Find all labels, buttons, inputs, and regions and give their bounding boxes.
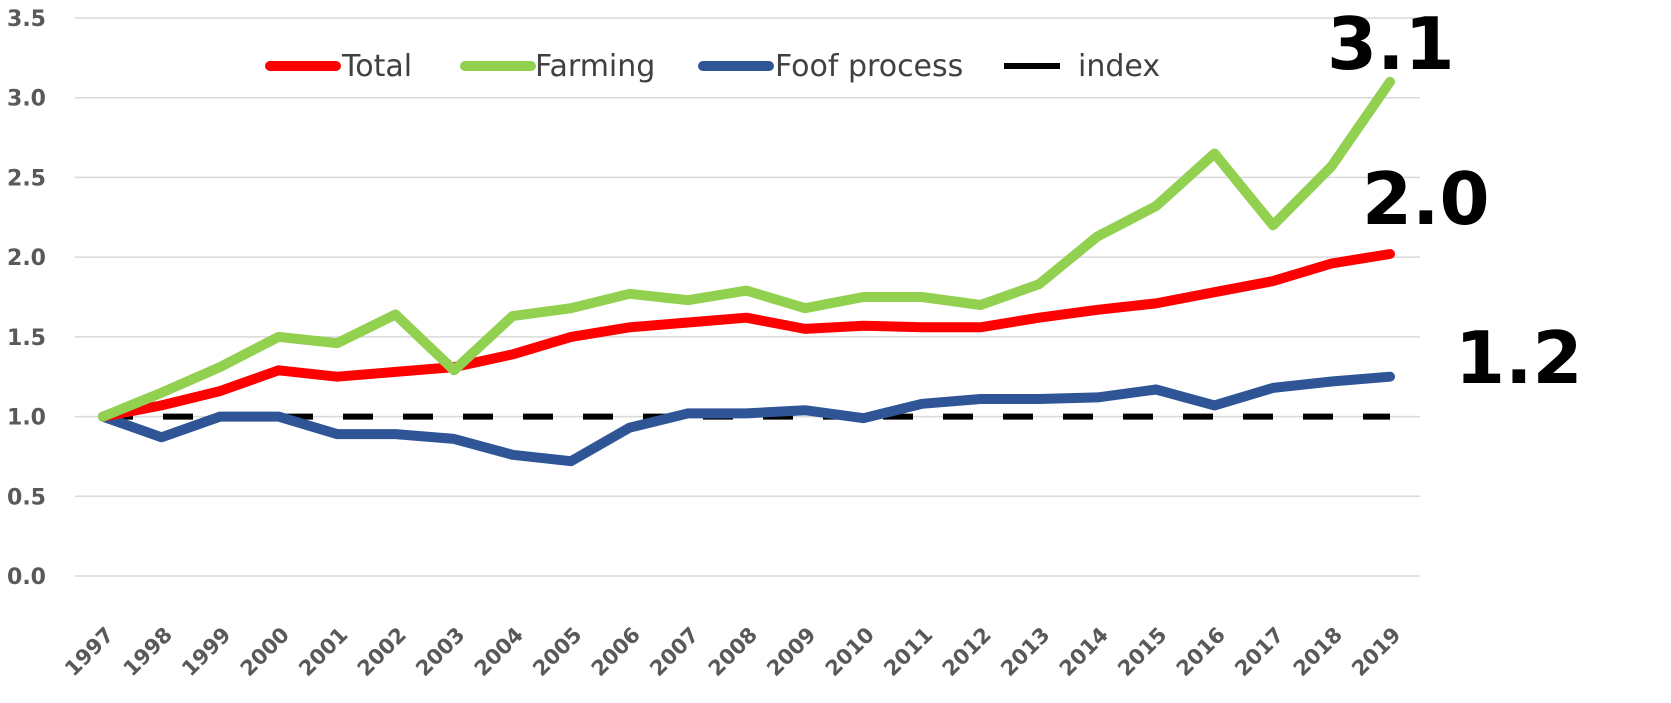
y-axis-ticks: 0.0 0.5 1.0 1.5 2.0 2.5 3.0 3.5 [7,7,46,590]
x-tick-label: 1998 [119,623,177,681]
y-tick-label: 2.5 [7,166,46,191]
x-tick-label: 2016 [1172,623,1230,681]
x-tick-label: 2013 [996,623,1054,681]
annotation-foof-process: 1.2 [1455,316,1583,400]
x-axis-ticks: 1997 1998 1999 2000 2001 2002 2003 2004 2005 2006… [60,623,1405,681]
y-tick-label: 0.5 [7,485,46,510]
y-tick-label: 3.5 [7,7,46,32]
x-tick-label: 2006 [587,623,645,681]
x-tick-label: 2005 [528,623,586,681]
x-tick-label: 2019 [1347,623,1405,681]
legend-label-index: index [1078,49,1160,84]
y-tick-label: 1.0 [7,406,46,431]
series-lines [98,76,1395,467]
x-tick-label: 1999 [177,623,235,681]
legend-label-total: Total [341,49,412,84]
annotation-farming: 3.1 [1327,2,1455,86]
y-tick-label: 2.0 [7,246,46,271]
x-tick-label: 2003 [411,623,469,681]
x-tick-label: 2017 [1230,623,1288,681]
legend-label-farming: Farming [535,49,655,84]
x-tick-label: 2002 [353,623,411,681]
y-tick-label: 1.5 [7,326,46,351]
x-tick-label: 2015 [1113,623,1171,681]
x-tick-label: 2009 [762,623,820,681]
x-tick-label: 2007 [645,623,703,681]
legend-label-foof-process: Foof process [775,49,963,84]
series-line-total [98,249,1395,422]
y-tick-label: 3.0 [7,87,46,112]
x-tick-label: 2011 [879,623,937,681]
annotations: 3.1 2.0 1.2 [1327,2,1583,400]
x-tick-label: 2010 [821,623,879,681]
x-tick-label: 2001 [294,623,352,681]
legend: Total Farming Foof process index [265,49,1160,84]
annotation-total: 2.0 [1362,157,1490,241]
y-tick-label: 0.0 [7,565,46,590]
x-tick-label: 2018 [1289,623,1347,681]
x-tick-label: 2000 [236,623,294,681]
series-line-foof-process [98,371,1395,467]
x-tick-label: 2004 [470,623,528,681]
series-line-farming [98,76,1395,422]
gridlines [75,17,1420,577]
x-tick-label: 2014 [1055,623,1113,681]
x-tick-label: 2012 [938,623,996,681]
x-tick-label: 1997 [60,623,118,681]
x-tick-label: 2008 [704,623,762,681]
